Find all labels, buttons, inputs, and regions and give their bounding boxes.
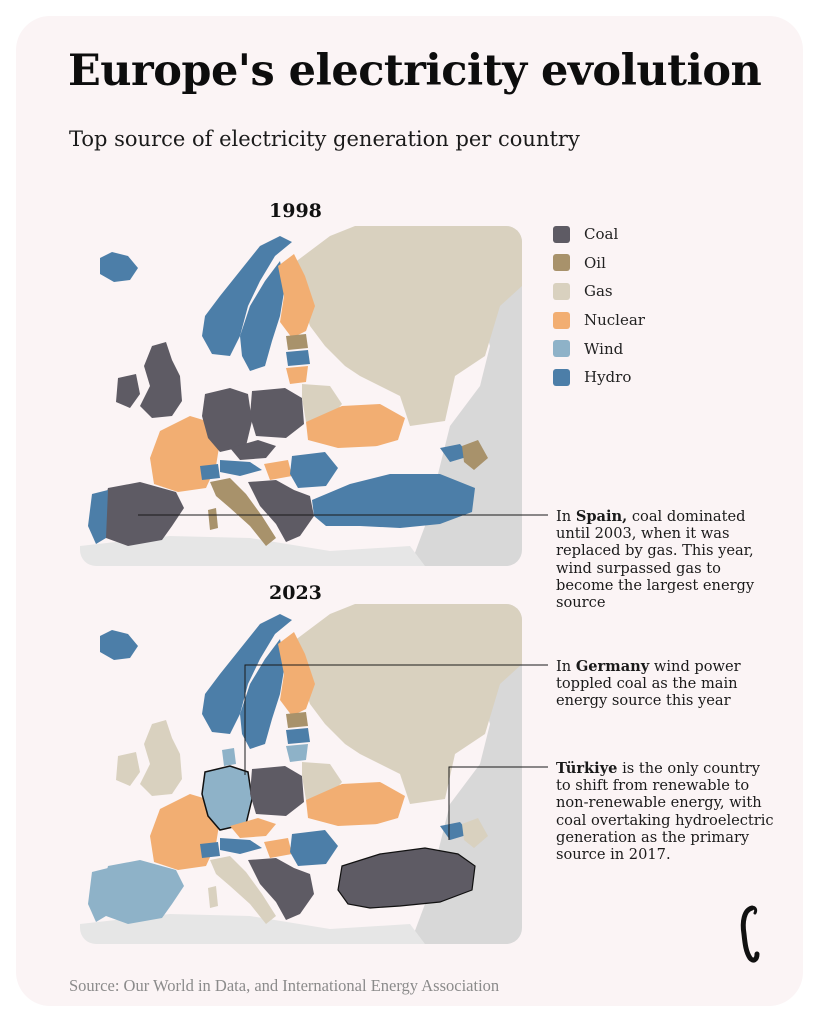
black-sea <box>338 824 402 854</box>
country-turkey <box>312 474 475 528</box>
country-romania <box>290 452 338 488</box>
country-lithuania <box>286 744 308 762</box>
legend-item-nuclear: Nuclear <box>553 306 645 335</box>
page-subtitle: Top source of electricity generation per… <box>69 127 580 151</box>
country-latvia <box>286 350 310 366</box>
country-spain <box>102 860 184 924</box>
country-latvia <box>286 728 310 744</box>
europe-map-2023 <box>80 604 522 944</box>
publisher-logo <box>740 905 760 963</box>
country-uk <box>140 720 182 796</box>
country-estonia <box>286 712 308 728</box>
country-uk <box>140 342 182 418</box>
country-russia <box>290 226 522 426</box>
country-balkans <box>248 858 314 920</box>
source-note: Source: Our World in Data, and Internati… <box>69 976 500 995</box>
page-title: Europe's electricity evolution <box>68 46 762 96</box>
country-balkans <box>248 480 314 542</box>
country-ukraine <box>306 782 405 826</box>
country-portugal <box>88 868 108 922</box>
country-austria <box>220 460 262 476</box>
note-spain: In Spain, coal dominated until 2003, whe… <box>556 508 755 612</box>
country-poland <box>250 766 304 816</box>
country-turkey <box>337 847 476 909</box>
country-hungary <box>264 460 292 480</box>
country-estonia <box>286 334 308 350</box>
map-year-1998: 1998 <box>269 200 322 222</box>
country-austria <box>220 838 262 854</box>
country-lithuania <box>286 366 308 384</box>
country-sweden <box>240 261 285 371</box>
country-azerbaijan <box>462 440 488 470</box>
country-poland <box>250 388 304 438</box>
map-year-2023: 2023 <box>269 582 322 604</box>
country-switzerland <box>200 842 220 858</box>
legend-item-coal: Coal <box>553 220 645 249</box>
country-norway <box>202 236 292 356</box>
country-sardinia <box>208 508 218 530</box>
country-ukraine <box>306 404 405 448</box>
country-czechia <box>230 440 276 460</box>
outside-north-africa <box>80 536 425 566</box>
country-ireland <box>116 752 140 786</box>
country-italy <box>210 478 276 546</box>
country-portugal <box>88 490 108 544</box>
europe-map-1998 <box>80 226 522 566</box>
country-iceland <box>100 252 138 282</box>
note-turkiye: Türkiye is the only country to shift fro… <box>556 760 774 864</box>
country-italy <box>210 856 276 924</box>
country-hungary <box>264 838 292 858</box>
country-denmark <box>222 748 236 766</box>
legend-item-wind: Wind <box>553 334 645 363</box>
country-finland <box>278 254 315 338</box>
country-germany <box>202 388 252 452</box>
country-czechia <box>230 818 276 838</box>
country-iceland <box>100 630 138 660</box>
black-sea <box>338 446 402 476</box>
country-ireland <box>116 374 140 408</box>
country-sardinia <box>208 886 218 908</box>
country-romania <box>290 830 338 866</box>
country-switzerland <box>200 464 220 480</box>
legend-item-oil: Oil <box>553 249 645 278</box>
country-spain <box>102 482 184 546</box>
legend: Coal Oil Gas Nuclear Wind Hydro <box>553 220 645 392</box>
legend-item-gas: Gas <box>553 277 645 306</box>
outside-north-africa <box>80 914 425 944</box>
legend-item-hydro: Hydro <box>553 363 645 392</box>
note-germany: In Germany wind power toppled coal as th… <box>556 658 741 710</box>
